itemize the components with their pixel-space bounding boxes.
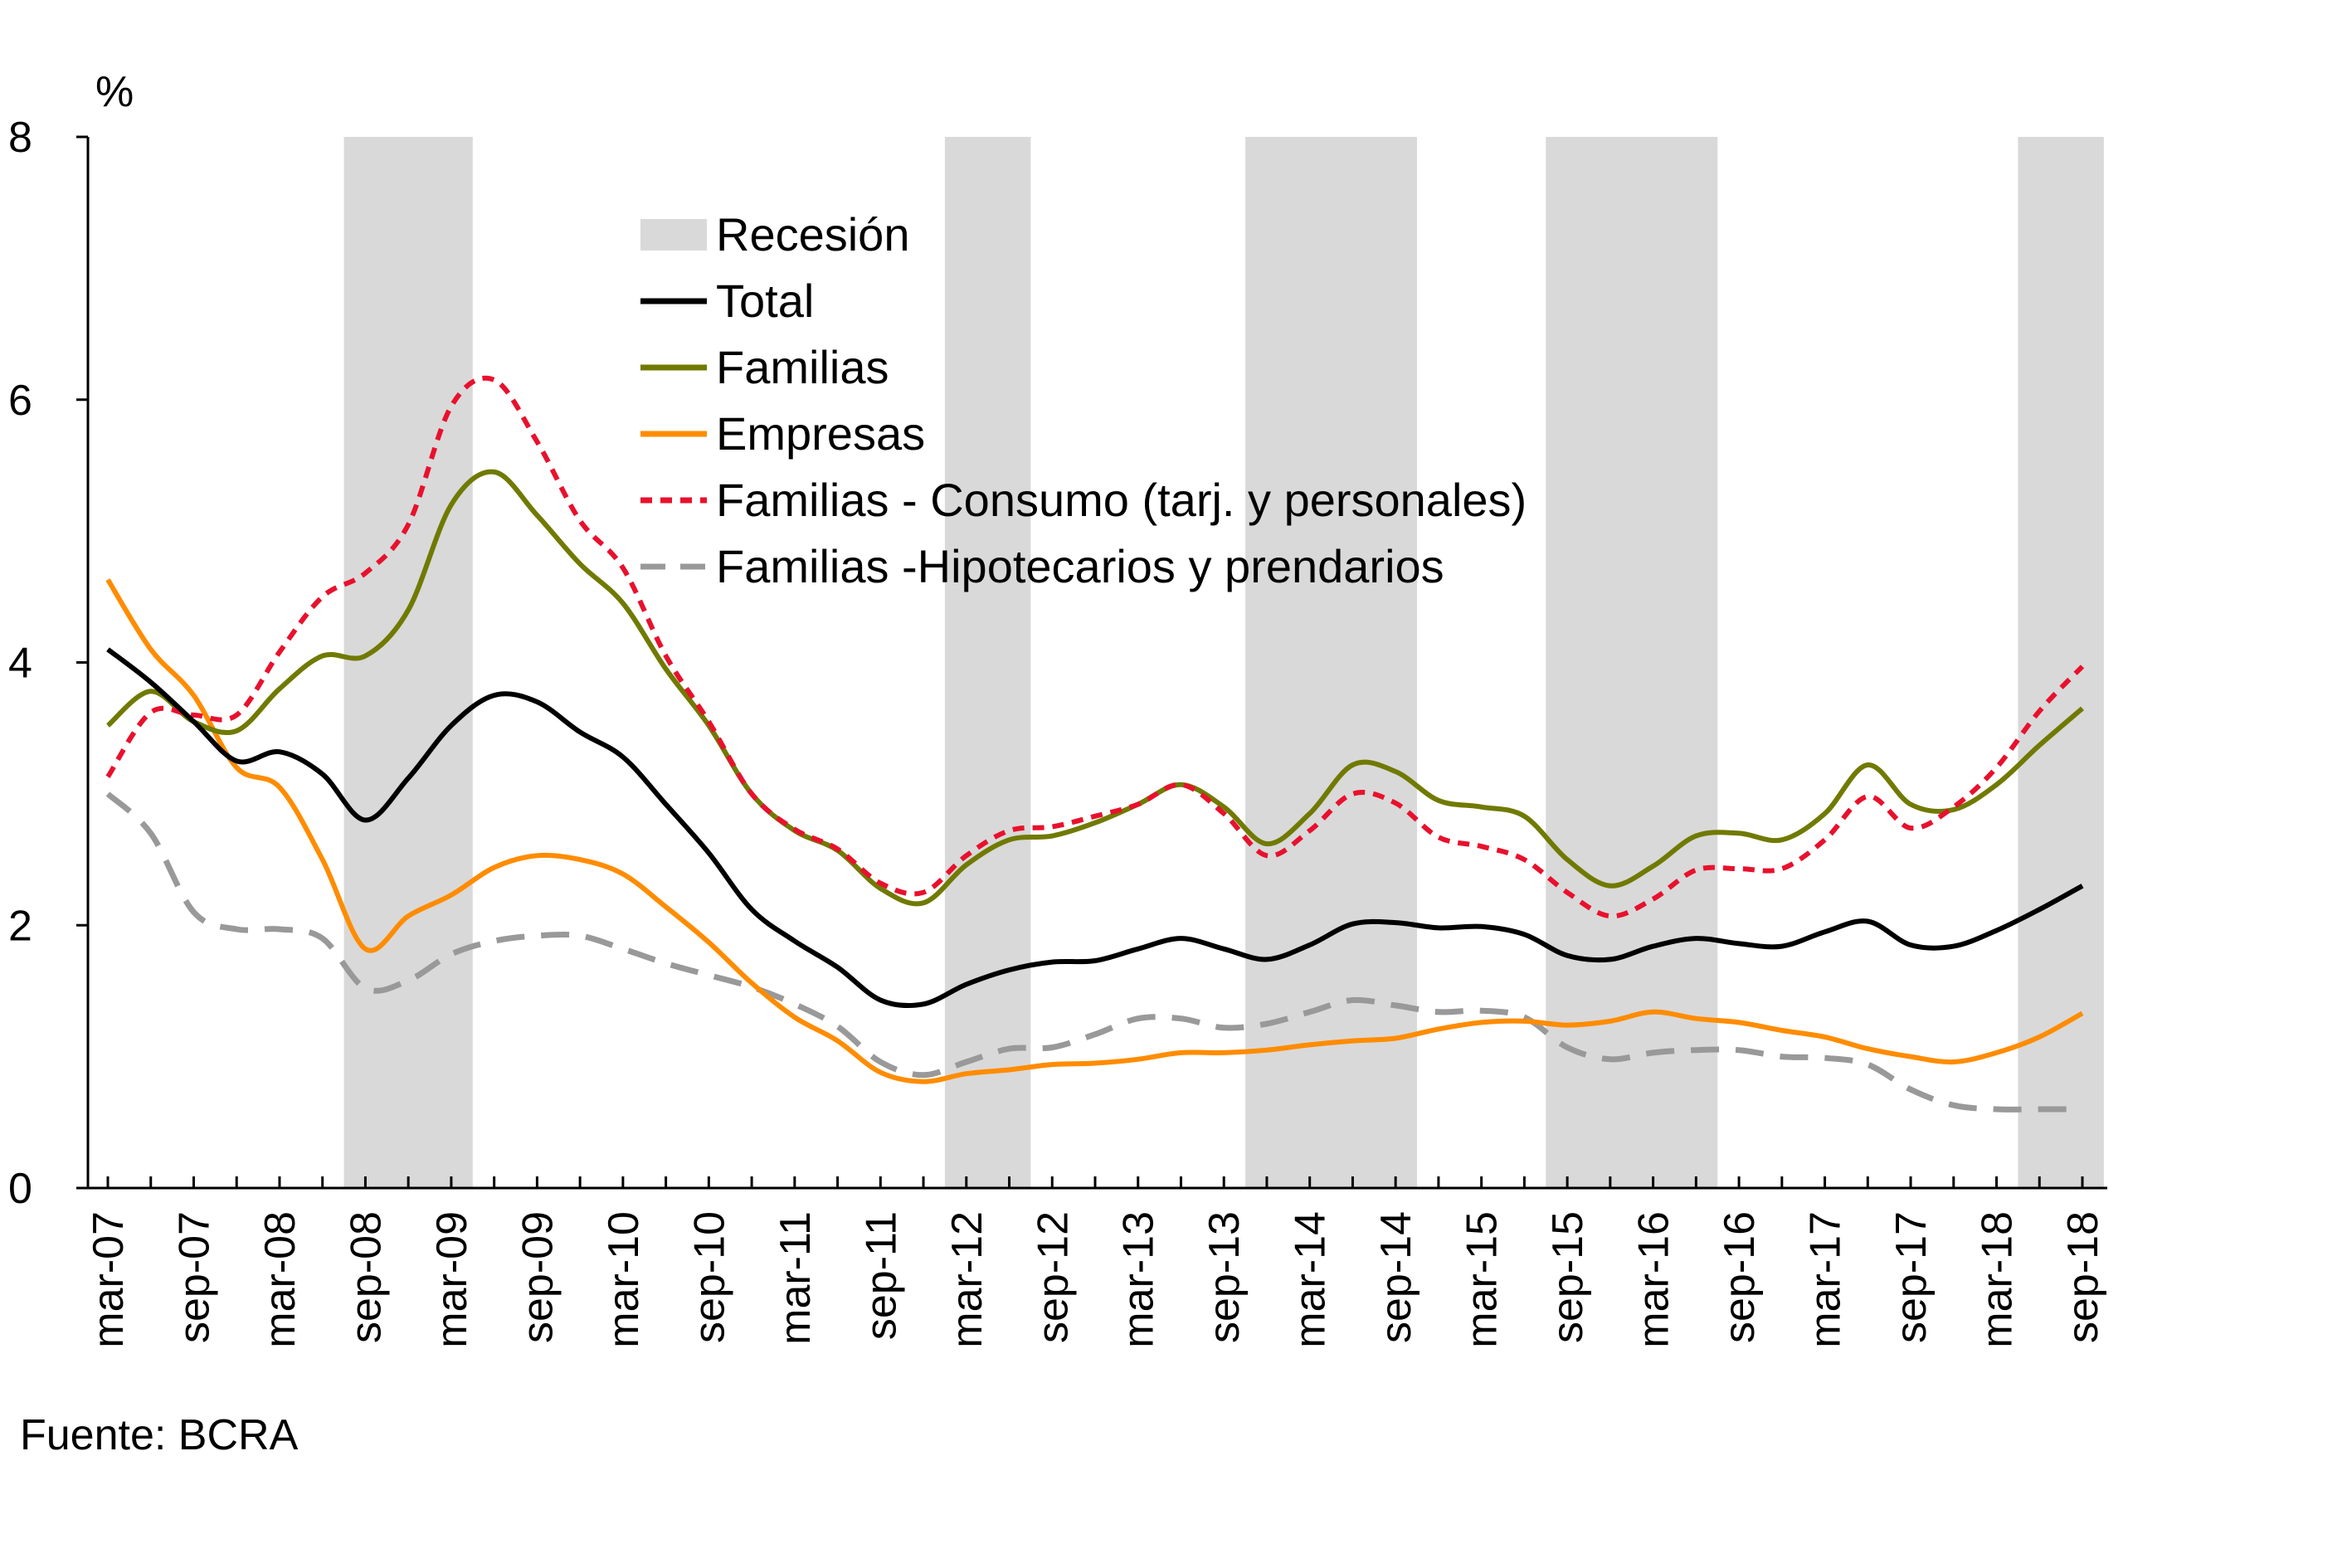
x-tick-label: sep-07 bbox=[170, 1211, 218, 1343]
x-tick-label: sep-18 bbox=[2059, 1211, 2107, 1343]
series-line-familias-hipotecarios-y-prendarios bbox=[105, 791, 2082, 1113]
x-tick-label: sep-14 bbox=[1372, 1211, 1420, 1343]
x-tick-label: mar-15 bbox=[1458, 1211, 1507, 1348]
recession-band bbox=[1245, 137, 1418, 1188]
legend-swatch-recession bbox=[640, 219, 707, 251]
x-tick-label: mar-08 bbox=[256, 1211, 304, 1348]
x-tick-label: sep-08 bbox=[342, 1211, 390, 1343]
legend-label-familias-hipotecarios-y-prendarios: Familias -Hipotecarios y prendarios bbox=[716, 540, 1444, 592]
recession-band bbox=[944, 137, 1031, 1188]
x-tick-label: sep-17 bbox=[1887, 1211, 1936, 1343]
x-tick-label: mar-09 bbox=[428, 1211, 476, 1348]
x-tick-label: sep-13 bbox=[1200, 1211, 1249, 1343]
x-tick-label: mar-13 bbox=[1115, 1211, 1163, 1348]
x-tick-label: sep-11 bbox=[857, 1211, 905, 1340]
legend-label-total: Total bbox=[716, 275, 814, 327]
x-tick-label: sep-09 bbox=[514, 1211, 562, 1343]
series-line-empresas bbox=[105, 578, 2084, 1084]
x-tick-label: mar-14 bbox=[1287, 1211, 1335, 1348]
legend-label-empresas: Empresas bbox=[716, 407, 925, 460]
x-tick-label: mar-07 bbox=[85, 1211, 133, 1348]
recession-band bbox=[2018, 137, 2104, 1188]
x-tick-label: mar-11 bbox=[772, 1211, 820, 1345]
recession-band bbox=[343, 137, 473, 1188]
source-note: Fuente: BCRA bbox=[20, 1411, 299, 1459]
x-tick-label: sep-12 bbox=[1029, 1211, 1077, 1343]
x-tick-label: mar-12 bbox=[943, 1211, 991, 1348]
axes: 0 2 4 6 8 mar-07 sep-07 mar-08 sep-08 mar-09 sep-0… bbox=[8, 114, 2107, 1348]
x-tick-label: mar-10 bbox=[600, 1211, 648, 1348]
series-line-familias-consumo-tarj-y-personales bbox=[105, 375, 2085, 919]
y-tick-label: 4 bbox=[8, 640, 32, 688]
x-tick-label: mar-16 bbox=[1630, 1211, 1678, 1348]
legend-label-familias: Familias bbox=[716, 341, 889, 393]
x-tick-label: sep-10 bbox=[685, 1211, 733, 1343]
series-lines bbox=[105, 375, 2085, 1113]
legend-label-familias-consumo-tarj-y-personales: Familias - Consumo (tarj. y personales) bbox=[716, 474, 1527, 526]
recession-band bbox=[1546, 137, 1718, 1188]
x-tick-label: mar-18 bbox=[1974, 1211, 2022, 1348]
series-line-familias bbox=[105, 469, 2084, 907]
y-tick-label: 2 bbox=[8, 902, 32, 950]
x-tick-label: mar-17 bbox=[1802, 1211, 1850, 1348]
y-tick-label: 8 bbox=[8, 114, 32, 162]
recession-bands bbox=[343, 137, 2104, 1188]
y-tick-label: 6 bbox=[8, 377, 32, 425]
x-tick-label: sep-15 bbox=[1544, 1211, 1592, 1343]
series-line-total bbox=[106, 647, 2084, 1009]
x-tick-label: sep-16 bbox=[1716, 1211, 1764, 1343]
y-tick-label: 0 bbox=[8, 1165, 32, 1213]
legend: Recesión Total Familias Empresas Familias - … bbox=[640, 208, 1527, 592]
legend-label-recesion: Recesión bbox=[716, 208, 909, 261]
y-axis-label: % bbox=[95, 68, 134, 116]
